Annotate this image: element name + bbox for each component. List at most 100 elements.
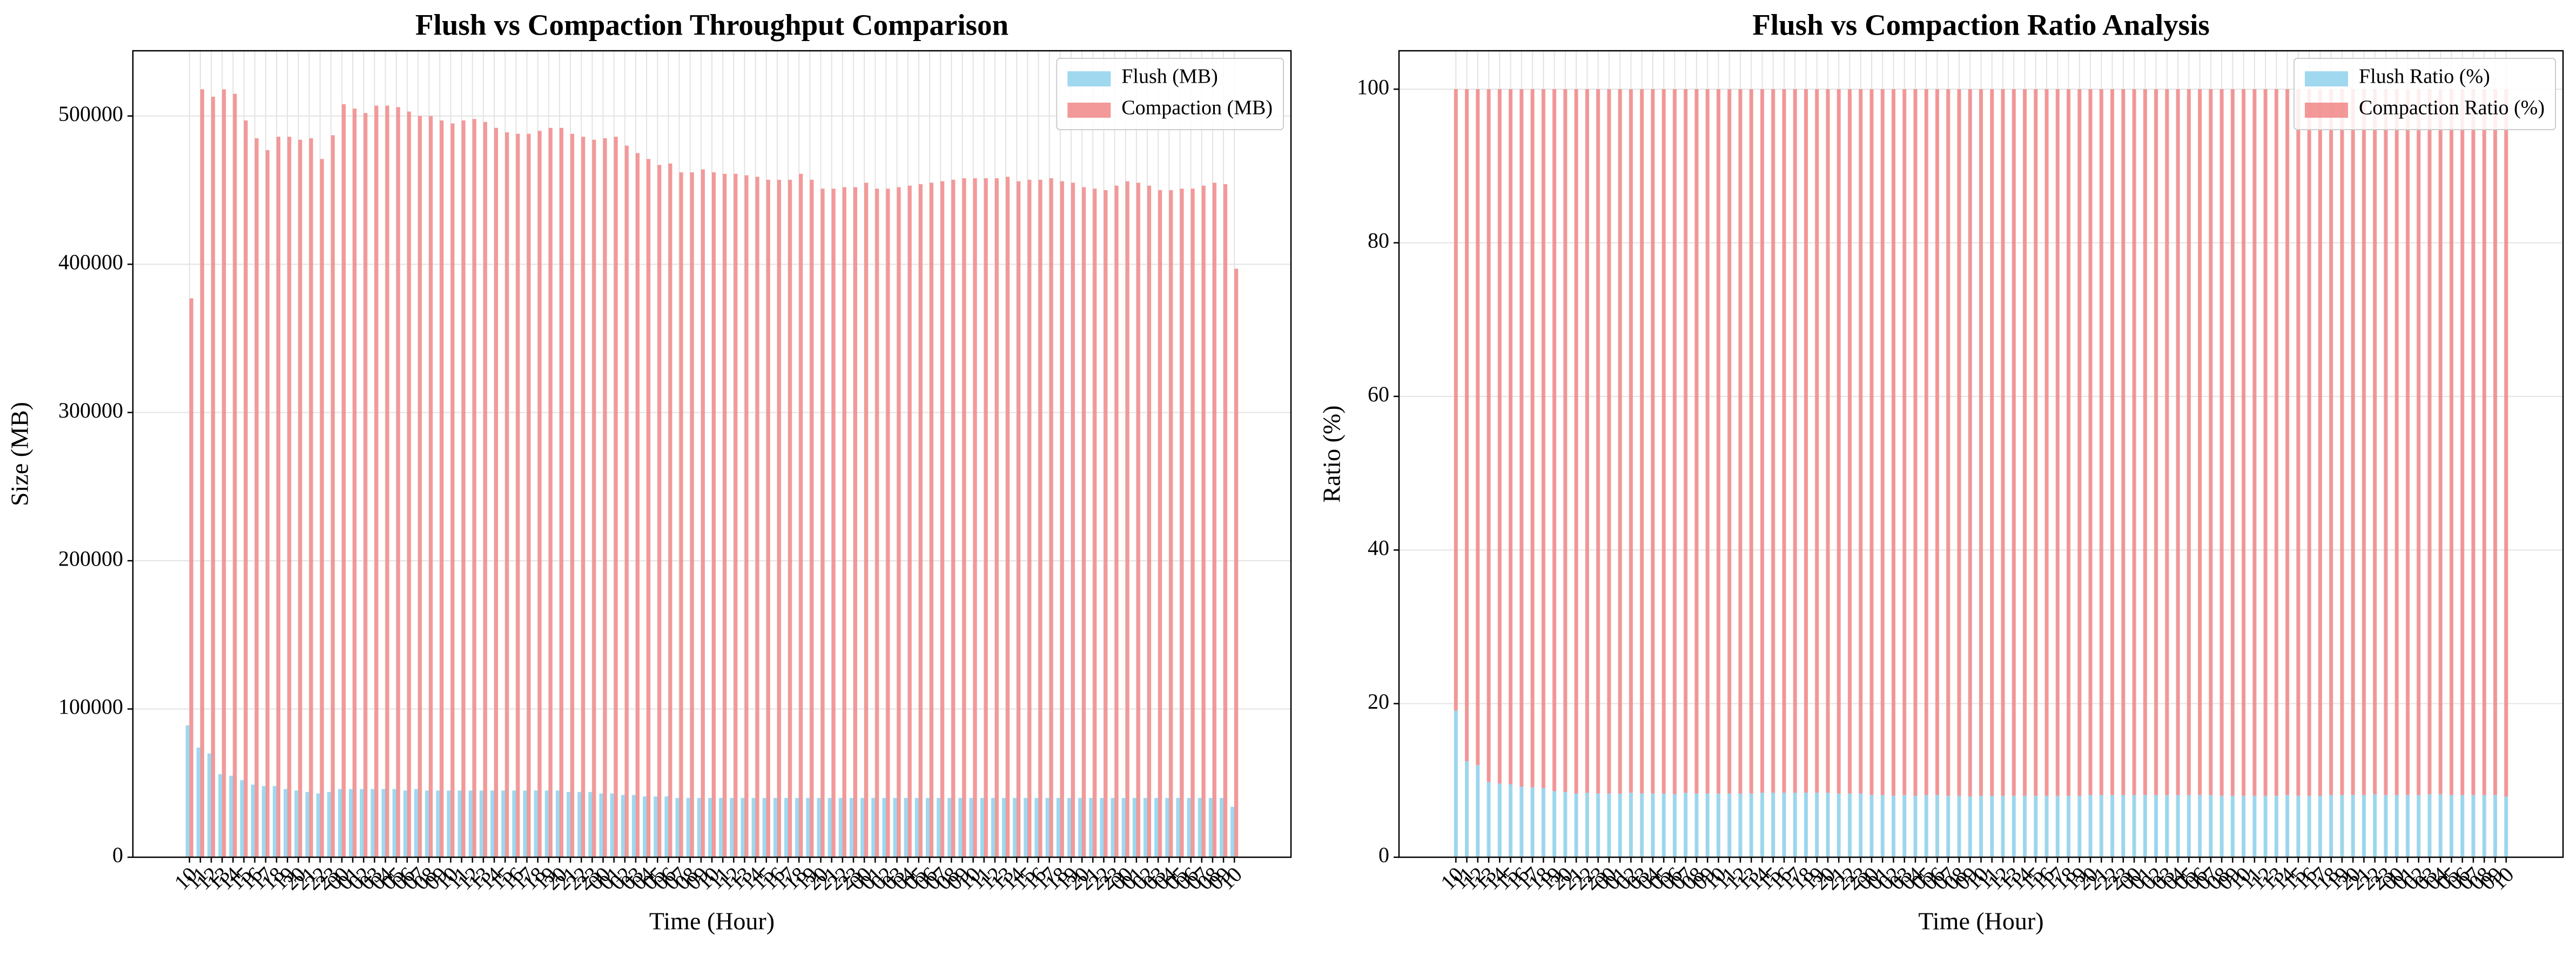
bar	[450, 123, 455, 858]
bar	[1089, 798, 1093, 857]
y-tick-label: 100	[1357, 75, 1389, 99]
bar-segment	[2449, 795, 2453, 857]
bar	[1143, 798, 1148, 857]
bar	[348, 789, 353, 857]
bar-segment	[1771, 89, 1775, 793]
bar-segment	[2034, 89, 2038, 796]
bar	[603, 138, 607, 857]
legend-swatch	[2304, 71, 2348, 86]
bar	[958, 798, 963, 857]
bar	[984, 178, 988, 857]
bar-segment	[2384, 89, 2388, 795]
bar-segment	[2340, 795, 2344, 857]
bar	[483, 122, 487, 857]
bar	[1132, 798, 1136, 857]
bar-segment	[1716, 793, 1720, 857]
bar	[447, 790, 451, 857]
bar	[222, 89, 226, 858]
bar-segment	[2307, 89, 2311, 796]
bar	[1013, 798, 1017, 857]
bar-segment	[1727, 89, 1732, 793]
bar-segment	[1771, 792, 1775, 857]
legend: Flush Ratio (%) Compaction Ratio (%)	[2293, 58, 2556, 130]
bar	[218, 774, 223, 857]
bar-segment	[2471, 795, 2476, 857]
bar	[991, 798, 995, 857]
bar-segment	[2296, 796, 2301, 857]
bar	[838, 798, 843, 857]
legend-frame	[2293, 58, 2556, 130]
bar	[403, 790, 407, 857]
bar	[712, 172, 716, 857]
bar	[581, 137, 586, 857]
bar-segment	[1793, 792, 1797, 857]
bar-segment	[1640, 793, 1644, 857]
bar	[1169, 190, 1173, 857]
bar-segment	[2022, 796, 2027, 857]
bar	[657, 165, 662, 857]
bar-segment	[1869, 795, 1874, 857]
bar-segment	[2405, 89, 2410, 795]
bar	[244, 120, 248, 857]
bar-segment	[1476, 765, 1480, 857]
bar	[544, 790, 549, 857]
bar	[744, 175, 749, 858]
bar	[458, 790, 462, 857]
bar-segment	[2176, 795, 2180, 857]
bar	[860, 798, 865, 857]
bar-segment	[1651, 89, 1655, 793]
legend-label: Compaction Ratio (%)	[2359, 97, 2545, 119]
bar-segment	[1497, 89, 1502, 784]
bar-segment	[2252, 796, 2257, 857]
bar-segment	[1487, 89, 1491, 782]
bar-segment	[1640, 89, 1644, 793]
bar-segment	[1859, 89, 1863, 793]
bar-segment	[1672, 794, 1677, 857]
bar	[664, 796, 669, 857]
bar-segment	[2417, 795, 2421, 857]
bar	[723, 173, 727, 858]
bar	[1212, 183, 1216, 858]
bar-segment	[2187, 795, 2191, 857]
bar	[1154, 798, 1159, 857]
bar	[1208, 798, 1213, 857]
bar	[610, 793, 614, 857]
bar	[853, 187, 858, 857]
bar-segment	[2132, 795, 2136, 857]
bar-segment	[2438, 89, 2443, 795]
bar	[795, 798, 799, 857]
bar-segment	[1913, 89, 1918, 796]
subplot: 0204060801001011121314151617181920212223…	[1318, 9, 2564, 935]
bar-segment	[1979, 796, 1983, 857]
bar	[265, 150, 270, 858]
bar	[537, 131, 542, 858]
bar	[777, 179, 781, 857]
bar	[331, 135, 335, 857]
bar	[501, 790, 506, 857]
bar-segment	[2219, 89, 2224, 796]
bar	[251, 784, 255, 857]
bar	[635, 153, 640, 857]
bar	[479, 790, 483, 857]
bar-segment	[2066, 89, 2071, 796]
bar-segment	[2427, 89, 2432, 795]
bar-segment	[1826, 792, 1830, 857]
bar-segment	[1738, 89, 1743, 793]
y-tick-label: 400000	[58, 250, 123, 274]
bar-segment	[2395, 89, 2399, 795]
bar-segment	[2329, 795, 2333, 857]
bar-segment	[2099, 795, 2103, 857]
y-axis-label: Ratio (%)	[1318, 405, 1346, 502]
bar-segment	[1552, 89, 1557, 791]
bar	[316, 793, 320, 857]
bar-segment	[1530, 787, 1535, 857]
bar	[185, 725, 190, 857]
bar-segment	[1563, 89, 1568, 792]
bar-segment	[2132, 89, 2136, 795]
bar	[1100, 798, 1104, 857]
bar-segment	[2493, 89, 2497, 795]
bar-segment	[2274, 89, 2278, 796]
bar	[396, 107, 400, 858]
y-tick-label: 80	[1368, 228, 1389, 253]
